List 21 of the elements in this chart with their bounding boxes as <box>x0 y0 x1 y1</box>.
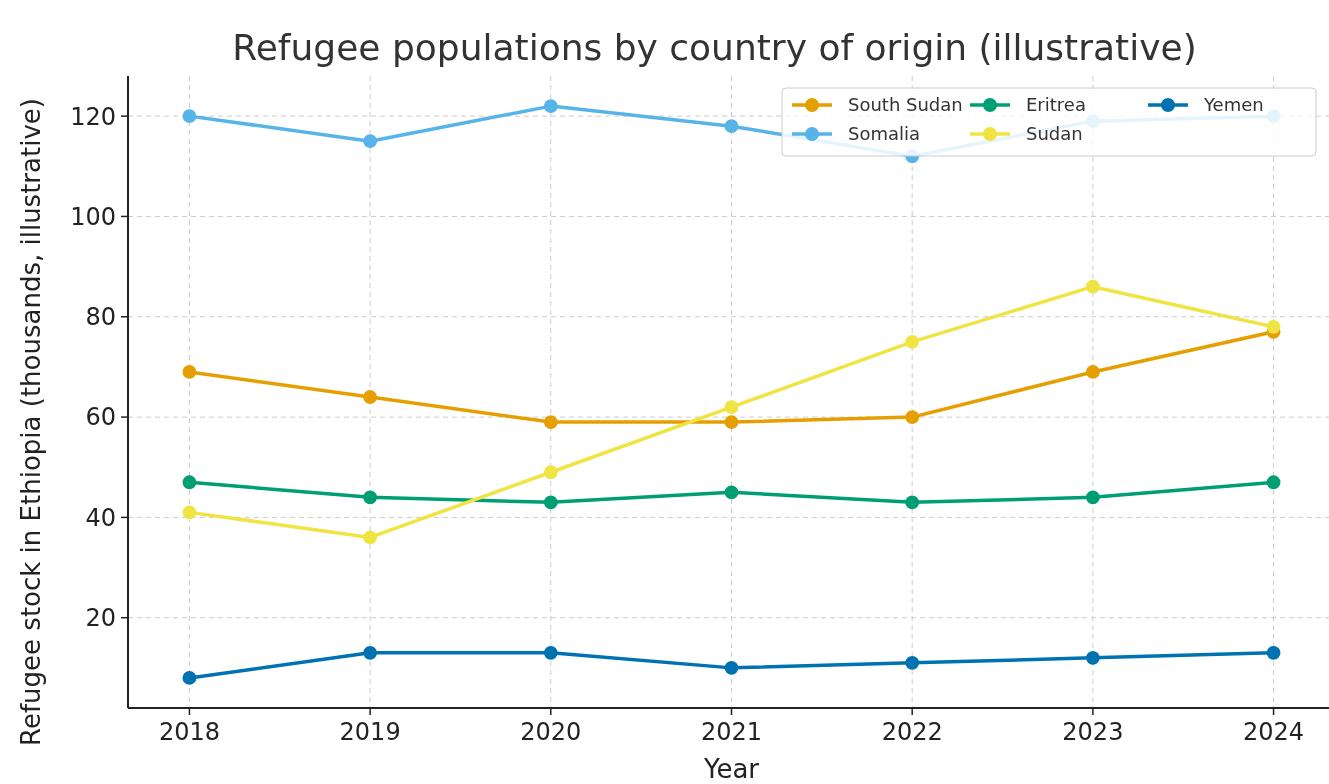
y-tick-label: 100 <box>70 202 116 231</box>
chart-title: Refugee populations by country of origin (illustrative) <box>232 27 1197 68</box>
legend-label: South Sudan <box>848 94 963 116</box>
y-tick-label: 40 <box>85 503 116 532</box>
x-axis-title: Year <box>702 754 760 784</box>
x-tick-label: 2023 <box>1062 718 1124 746</box>
y-axis-title: Refugee stock in Ethiopia (thousands, illustrative) <box>16 98 46 746</box>
x-tick-label: 2020 <box>520 718 582 746</box>
y-tick-label: 120 <box>70 102 116 131</box>
y-tick-label: 80 <box>85 303 116 332</box>
x-tick-label: 2024 <box>1243 718 1305 746</box>
legend-label: Somalia <box>848 123 921 145</box>
y-tick-label: 20 <box>85 604 116 633</box>
x-tick-label: 2021 <box>700 718 763 746</box>
x-tick-label: 2022 <box>881 718 943 746</box>
x-tick-label: 2018 <box>158 718 220 746</box>
legend-label: Sudan <box>1026 123 1083 145</box>
x-tick-label: 2019 <box>339 718 401 746</box>
y-tick-label: 60 <box>85 403 116 432</box>
legend-label: Yemen <box>1203 94 1264 116</box>
legend-label: Eritrea <box>1026 94 1086 116</box>
